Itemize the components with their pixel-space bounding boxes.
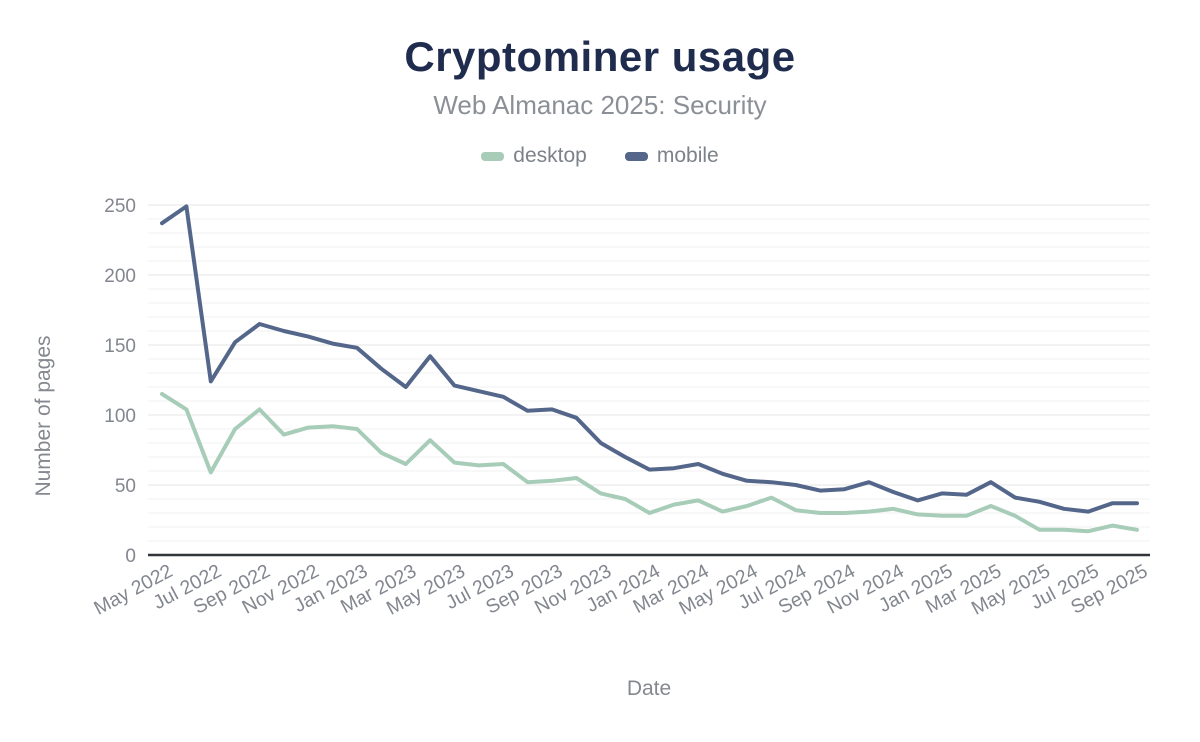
desktop-swatch-icon — [481, 151, 505, 161]
chart-subtitle: Web Almanac 2025: Security — [433, 90, 767, 120]
y-axis-ticks: 0 50 100 150 200 250 — [104, 196, 136, 567]
y-tick-label: 250 — [104, 196, 136, 217]
chart-title: Cryptominer usage — [404, 33, 796, 80]
desktop-line — [160, 392, 1139, 534]
y-tick-label: 150 — [104, 336, 136, 357]
mobile-swatch-icon — [624, 151, 648, 161]
y-axis-title: Number of pages — [32, 335, 55, 496]
y-tick-label: 50 — [115, 476, 136, 497]
legend: desktop mobile — [0, 144, 1200, 168]
legend-item-mobile: mobile — [624, 144, 719, 168]
legend-item-desktop: desktop — [481, 144, 587, 168]
legend-label: mobile — [656, 144, 719, 167]
legend-label: desktop — [513, 144, 587, 167]
y-tick-label: 100 — [104, 406, 136, 427]
y-tick-label: 200 — [104, 266, 136, 287]
y-tick-label: 0 — [125, 546, 136, 567]
gridlines — [148, 204, 1150, 542]
mobile-line — [160, 204, 1139, 514]
x-axis-title: Date — [627, 677, 671, 700]
